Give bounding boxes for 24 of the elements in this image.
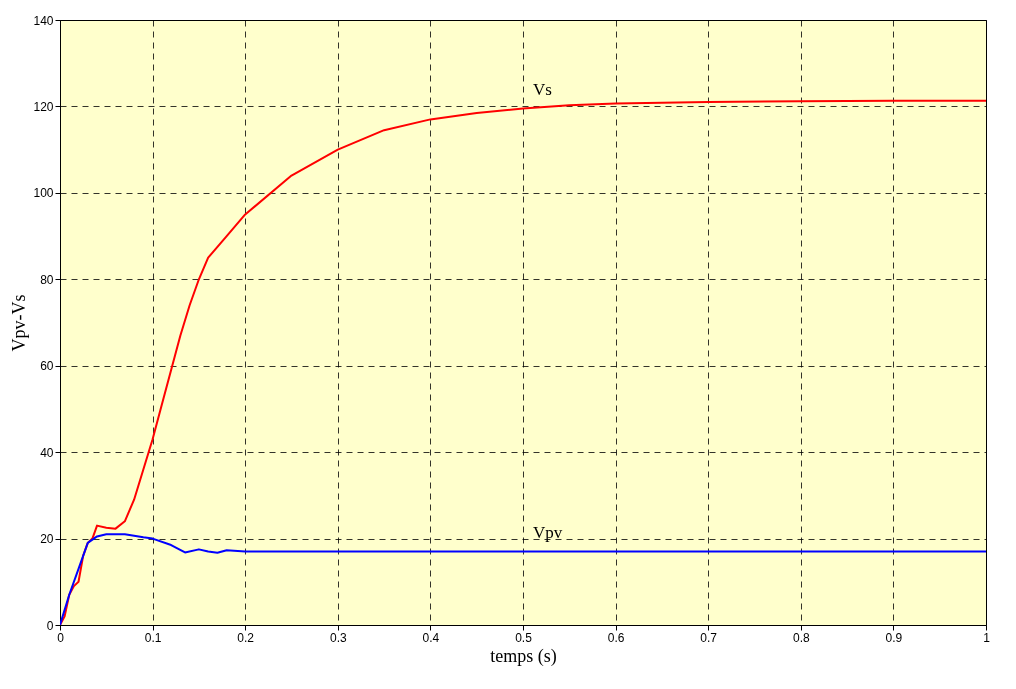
- y-axis-title: Vpv-Vs: [9, 294, 30, 352]
- y-tick-label: 100: [33, 186, 54, 201]
- x-tick-label: 0.6: [607, 630, 625, 645]
- x-tick-label: 0.4: [422, 630, 440, 645]
- series-label: Vs: [533, 79, 552, 99]
- x-tick-label: 1: [983, 630, 991, 645]
- x-tick-label: 0.5: [515, 630, 533, 645]
- y-tick-label: 40: [40, 445, 54, 460]
- x-tick-label: 0.2: [237, 630, 255, 645]
- x-tick-label: 0.3: [329, 630, 347, 645]
- x-tick-label: 0.1: [144, 630, 162, 645]
- series-label: Vpv: [533, 522, 563, 542]
- x-tick-label: 0.9: [885, 630, 903, 645]
- y-tick-label: 20: [40, 532, 54, 547]
- x-tick-label: 0.8: [792, 630, 810, 645]
- line-series: [60, 99, 986, 625]
- x-tick-label: 0: [57, 630, 65, 645]
- x-axis-title: temps (s): [490, 645, 557, 667]
- y-tick-label: 120: [33, 99, 54, 114]
- y-tick-label: 0: [46, 618, 54, 633]
- y-tick-label: 140: [33, 13, 54, 28]
- x-tick-label: 0.7: [700, 630, 718, 645]
- y-tick-label: 60: [40, 359, 54, 374]
- y-tick-label: 80: [40, 272, 54, 287]
